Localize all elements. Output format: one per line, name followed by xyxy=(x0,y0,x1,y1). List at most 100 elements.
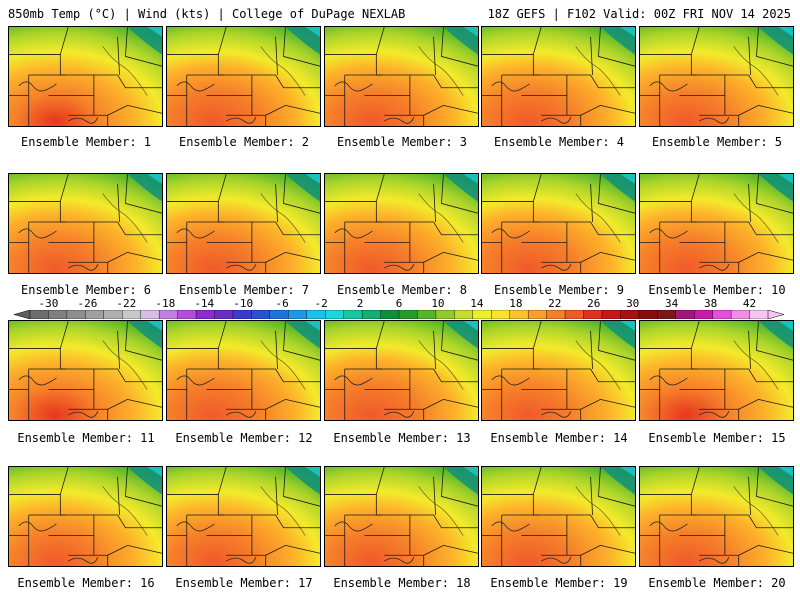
colorbar-swatch xyxy=(269,310,289,319)
temperature-field-map xyxy=(640,321,793,420)
colorbar-swatch xyxy=(195,310,216,319)
colorbar-swatch xyxy=(343,310,363,319)
colorbar-swatch xyxy=(214,310,234,319)
colorbar-swatch xyxy=(583,310,603,319)
ensemble-member-label: Ensemble Member: 18 xyxy=(333,576,471,590)
colorbar-tick-label: -26 xyxy=(77,297,98,310)
run-valid-time: 18Z GEFS | F102 Valid: 00Z FRI NOV 14 20… xyxy=(487,7,791,21)
colorbar-swatch xyxy=(140,310,160,319)
colorbar-swatch xyxy=(472,310,492,319)
colorbar-tick-label: 34 xyxy=(665,297,679,310)
colorbar-arrow-right xyxy=(767,310,784,319)
ensemble-member-label: Ensemble Member: 20 xyxy=(648,576,786,590)
ensemble-map-panel xyxy=(639,320,794,421)
temperature-field-map xyxy=(9,27,162,126)
colorbar-swatch xyxy=(712,310,732,319)
temperature-field-map xyxy=(167,321,320,420)
temperature-field-map xyxy=(325,27,478,126)
temperature-field-map xyxy=(482,321,635,420)
colorbar-tick-label: -22 xyxy=(116,297,137,310)
colorbar-swatch xyxy=(288,310,308,319)
temperature-field-map xyxy=(482,467,635,566)
ensemble-member-label: Ensemble Member: 19 xyxy=(490,576,628,590)
ensemble-member-label: Ensemble Member: 6 xyxy=(20,283,152,297)
ensemble-member-label: Ensemble Member: 2 xyxy=(178,135,310,149)
temperature-field-map xyxy=(482,174,635,273)
colorbar-tick-label: 38 xyxy=(703,297,718,310)
ensemble-map-panel xyxy=(481,173,636,274)
colorbar-tick-label: 10 xyxy=(431,297,445,310)
colorbar-tick-label: 6 xyxy=(395,297,403,310)
temperature-field-map xyxy=(325,467,478,566)
ensemble-map-panel xyxy=(8,26,163,127)
colorbar-swatch xyxy=(48,310,68,319)
temperature-field-map xyxy=(640,467,793,566)
colorbar-swatch xyxy=(435,310,455,319)
temperature-field-map xyxy=(9,467,162,566)
ensemble-member-label: Ensemble Member: 4 xyxy=(493,135,625,149)
colorbar-swatch xyxy=(694,310,714,319)
colorbar-swatch xyxy=(398,310,418,319)
ensemble-map-panel xyxy=(8,173,163,274)
colorbar-swatch xyxy=(620,310,640,319)
temperature-field-map xyxy=(167,174,320,273)
colorbar-arrow-left xyxy=(14,310,31,319)
ensemble-map-panel xyxy=(639,173,794,274)
colorbar-tick-label: 42 xyxy=(742,297,757,310)
ensemble-map-panel xyxy=(324,173,479,274)
colorbar-swatch xyxy=(251,310,271,319)
ensemble-map-panel xyxy=(166,26,321,127)
colorbar-swatch xyxy=(527,310,548,319)
ensemble-member-label: Ensemble Member: 17 xyxy=(175,576,313,590)
colorbar-swatch xyxy=(29,310,49,319)
colorbar-swatch xyxy=(417,310,437,319)
colorbar-swatch xyxy=(509,310,529,319)
colorbar-swatch xyxy=(103,310,123,319)
colorbar-swatch xyxy=(158,310,179,319)
ensemble-map-panel xyxy=(481,26,636,127)
colorbar-swatch xyxy=(122,310,142,319)
colorbar-swatch xyxy=(325,310,345,319)
temperature-field-map xyxy=(167,467,320,566)
colorbar-swatch xyxy=(675,310,695,319)
colorbar-swatch xyxy=(232,310,252,319)
ensemble-map-panel xyxy=(8,466,163,567)
ensemble-map-panel xyxy=(324,320,479,421)
colorbar-swatch xyxy=(85,310,105,319)
colorbar-swatch xyxy=(657,310,677,319)
colorbar-swatch xyxy=(546,310,566,319)
ensemble-member-label: Ensemble Member: 8 xyxy=(336,283,468,297)
colorbar-swatch xyxy=(454,310,474,319)
colorbar-tick-label: 26 xyxy=(587,297,601,310)
ensemble-map-panel xyxy=(166,320,321,421)
ensemble-map-panel xyxy=(166,466,321,567)
colorbar-tick-label: -14 xyxy=(194,297,215,310)
ensemble-member-label: Ensemble Member: 9 xyxy=(493,283,625,297)
colorbar-swatch xyxy=(638,310,658,319)
temperature-field-map xyxy=(325,174,478,273)
ensemble-member-label: Ensemble Member: 14 xyxy=(490,431,628,445)
ensemble-map-panel xyxy=(481,466,636,567)
ensemble-member-label: Ensemble Member: 12 xyxy=(175,431,313,445)
colorbar-swatch xyxy=(306,310,326,319)
temperature-colorbar xyxy=(14,310,784,319)
colorbar-tick-label: -18 xyxy=(155,297,176,310)
colorbar-tick-label: -10 xyxy=(233,297,254,310)
colorbar-tick-label: -2 xyxy=(314,297,328,310)
temperature-field-map xyxy=(167,27,320,126)
colorbar-tick-label: 30 xyxy=(626,297,640,310)
ensemble-member-label: Ensemble Member: 10 xyxy=(648,283,786,297)
temperature-field-map xyxy=(640,174,793,273)
temperature-field-map xyxy=(9,321,162,420)
colorbar-tick-label: -30 xyxy=(38,297,59,310)
map-title: 850mb Temp (°C) | Wind (kts) | College o… xyxy=(8,7,406,21)
colorbar-tick-label: 22 xyxy=(548,297,562,310)
colorbar-swatch xyxy=(730,310,751,319)
ensemble-member-label: Ensemble Member: 5 xyxy=(651,135,783,149)
ensemble-map-panel xyxy=(639,466,794,567)
colorbar-swatch xyxy=(361,310,382,319)
colorbar-swatch xyxy=(177,310,197,319)
temperature-field-map xyxy=(640,27,793,126)
colorbar-tick-label: 18 xyxy=(509,297,523,310)
ensemble-map-panel xyxy=(639,26,794,127)
